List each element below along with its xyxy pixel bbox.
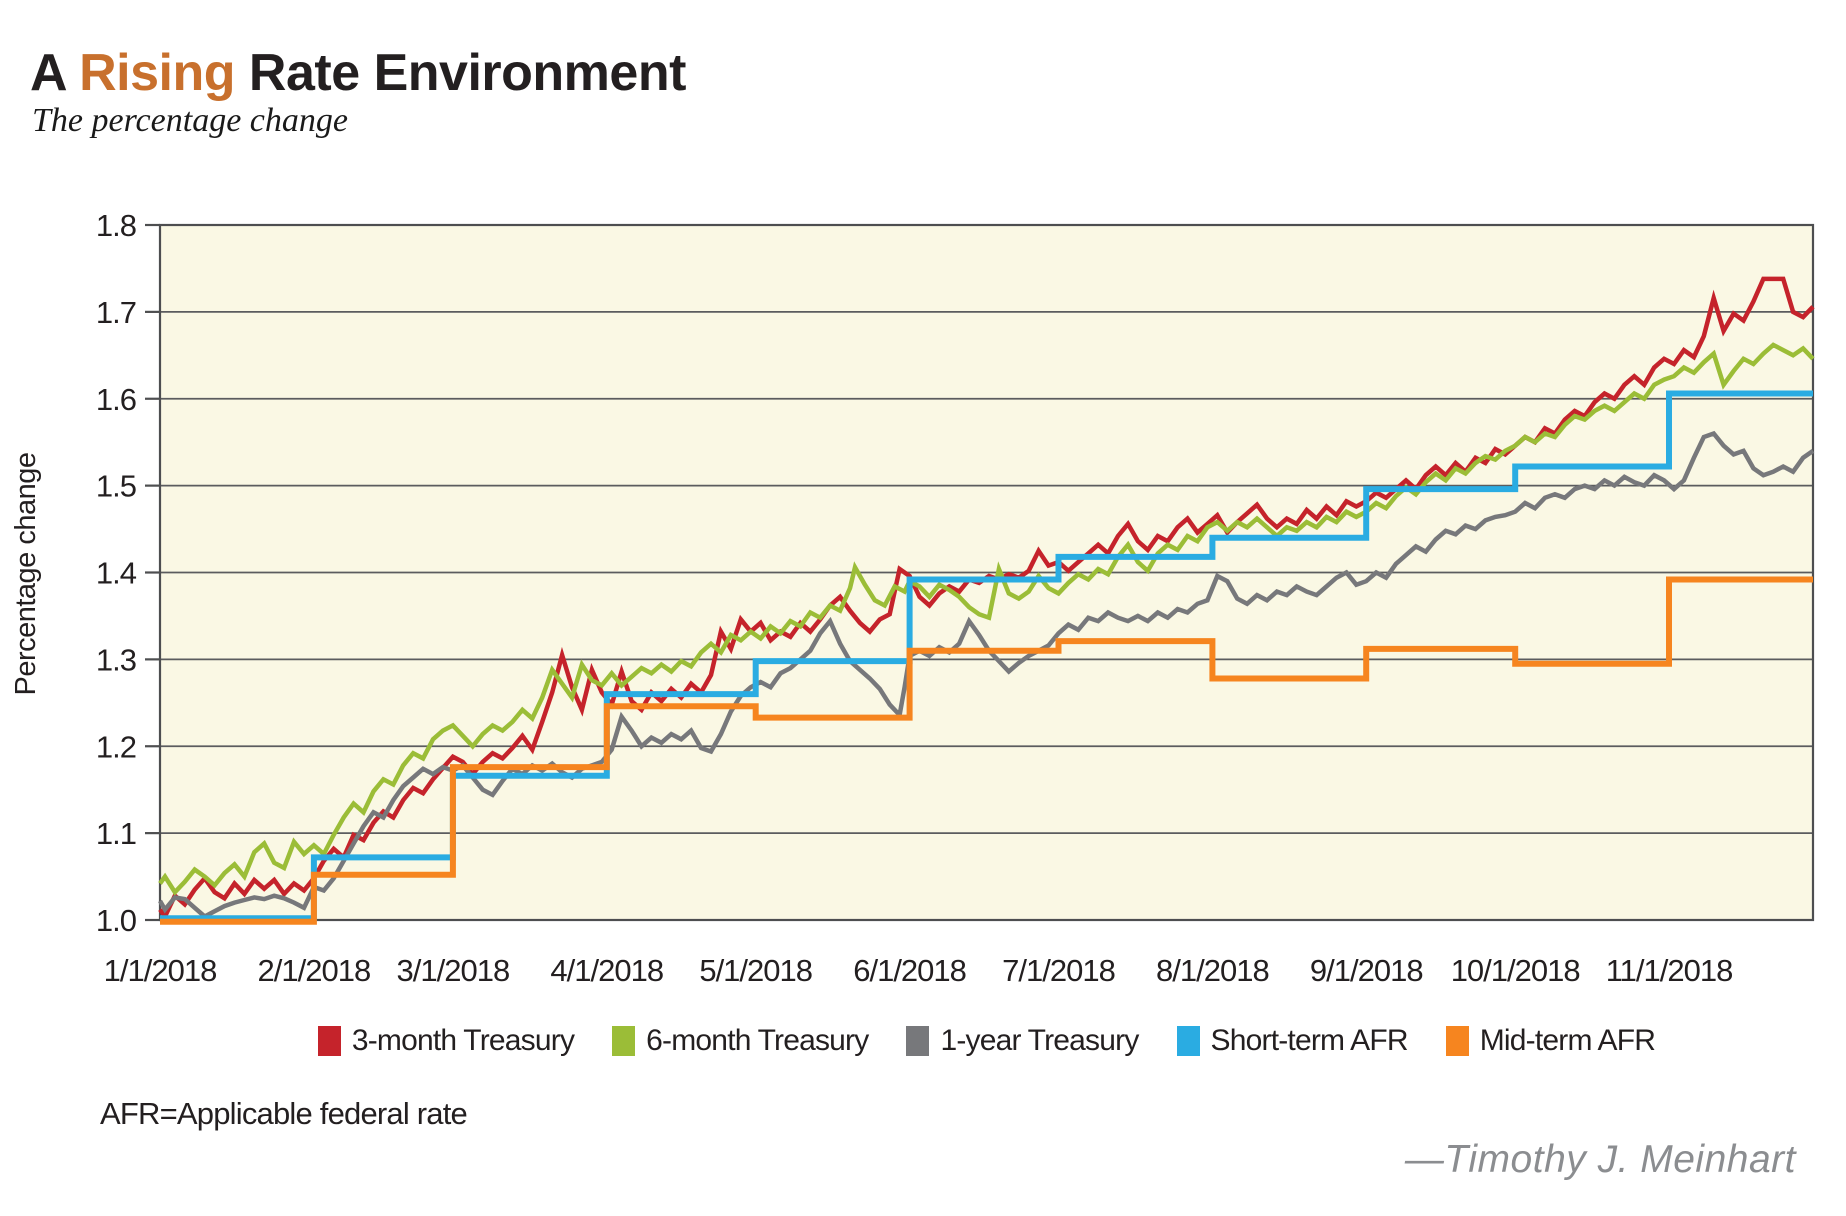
series-6-month-treasury [158, 342, 1815, 896]
chart-legend: 3-month Treasury 6-month Treasury 1-year… [160, 1024, 1813, 1058]
legend-swatch-mid-term-afr [1445, 1026, 1469, 1056]
svg-text:8/1/2018: 8/1/2018 [1156, 953, 1269, 988]
title-highlight-word: Rising [79, 44, 235, 102]
legend-label: Mid-term AFR [1479, 1024, 1656, 1057]
series-1-year-treasury [158, 430, 1815, 920]
title-prefix: A [30, 44, 80, 102]
legend-label: Short-term AFR [1210, 1024, 1409, 1057]
legend-item-mid-term-afr: Mid-term AFR [1445, 1024, 1656, 1058]
legend-item-6-month-treasury: 6-month Treasury [612, 1024, 869, 1058]
svg-text:4/1/2018: 4/1/2018 [550, 953, 663, 988]
author-attribution: —Timothy J. Meinhart [1404, 1138, 1796, 1181]
svg-text:6/1/2018: 6/1/2018 [853, 953, 966, 988]
legend-label: 6-month Treasury [646, 1024, 869, 1057]
svg-text:1.2: 1.2 [96, 729, 136, 764]
svg-text:7/1/2018: 7/1/2018 [1002, 953, 1115, 988]
legend-label: 3-month Treasury [351, 1024, 575, 1057]
svg-text:1/1/2018: 1/1/2018 [104, 953, 217, 988]
legend-item-3-month-treasury: 3-month Treasury [317, 1024, 575, 1058]
series-mid-term-afr [160, 576, 1813, 925]
legend-swatch-1-year-treasury [906, 1026, 930, 1056]
svg-text:11/1/2018: 11/1/2018 [1606, 953, 1733, 988]
svg-text:3/1/2018: 3/1/2018 [397, 953, 510, 988]
svg-text:1.6: 1.6 [96, 382, 136, 417]
svg-text:10/1/2018: 10/1/2018 [1451, 953, 1580, 988]
legend-swatch-short-term-afr [1176, 1026, 1200, 1056]
svg-text:1.1: 1.1 [96, 816, 136, 851]
legend-item-short-term-afr: Short-term AFR [1176, 1024, 1409, 1058]
svg-text:5/1/2018: 5/1/2018 [699, 953, 812, 988]
chart-subtitle: The percentage change [32, 102, 348, 139]
svg-text:1.8: 1.8 [96, 211, 136, 243]
svg-text:1.0: 1.0 [96, 903, 137, 938]
legend-swatch-6-month-treasury [612, 1026, 636, 1056]
legend-swatch-3-month-treasury [317, 1026, 341, 1056]
svg-text:1.5: 1.5 [96, 469, 136, 504]
title-suffix: Rate Environment [234, 44, 686, 102]
legend-item-1-year-treasury: 1-year Treasury [906, 1024, 1139, 1058]
svg-text:1.4: 1.4 [96, 556, 137, 591]
svg-text:2/1/2018: 2/1/2018 [258, 953, 371, 988]
svg-text:1.7: 1.7 [96, 295, 136, 330]
line-chart-plot-area: 1.0 1.1 1.2 1.3 1.4 1.5 1.6 1.7 1.8 1/1/2018 2/1/2… [96, 211, 1815, 988]
svg-text:1.3: 1.3 [96, 642, 136, 677]
svg-text:9/1/2018: 9/1/2018 [1310, 953, 1423, 988]
page-title: A Rising Rate Environment [30, 46, 686, 101]
legend-label: 1-year Treasury [940, 1024, 1139, 1057]
afr-footnote: AFR=Applicable federal rate [100, 1096, 468, 1131]
